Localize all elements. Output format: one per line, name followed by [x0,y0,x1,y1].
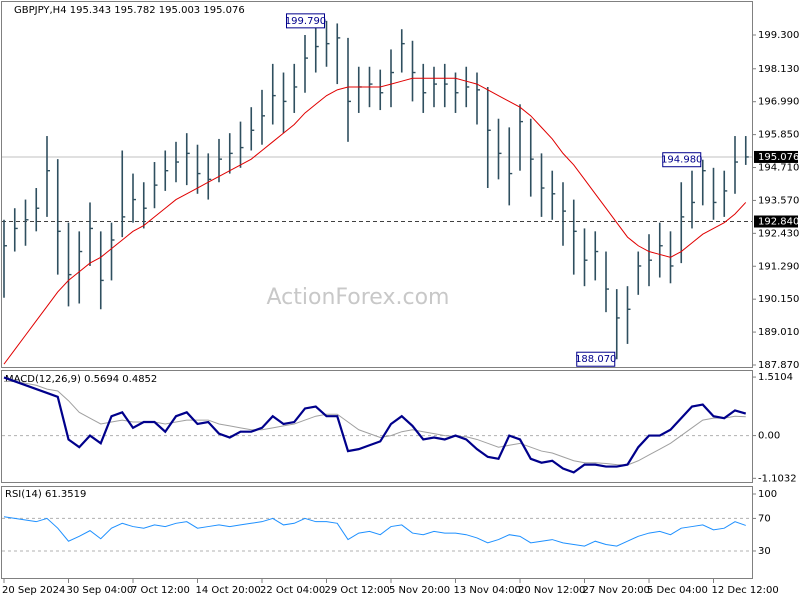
y-tick-label: 0.00 [758,431,780,442]
line [3,376,747,474]
y-tick-label: 70 [758,513,771,524]
price-label: 188.070 [575,354,616,365]
rsi-panel [1,486,753,579]
x-tick-label: 5 Dec 04:00 [647,585,708,596]
x-tick-label: 20 Nov 12:00 [518,585,585,596]
price-panel [1,1,753,368]
x-tick-label: 29 Oct 12:00 [325,585,390,596]
y-tick-label: 189.010 [758,327,799,338]
x-tick-label: 22 Oct 04:00 [260,585,325,596]
axis-price-box [754,150,798,163]
x-tick-label: 7 Oct 12:00 [131,585,190,596]
y-tick-label: -1.1032 [758,473,797,484]
x-tick-label: 27 Nov 20:00 [583,585,650,596]
y-tick-label: 187.870 [758,360,799,371]
axis-price-label: 192.840 [758,217,799,228]
price-label: 194.980 [661,155,702,166]
axis-price-box [754,215,798,228]
y-tick-label: 198.130 [758,64,799,75]
watermark: ActionForex.com [267,285,450,310]
x-tick-label: 20 Sep 2024 [2,585,65,596]
y-tick-label: 193.570 [758,195,799,206]
price-label: 199.790 [285,16,326,27]
macd-panel [1,370,753,483]
chart-title: GBPJPY,H4 195.343 195.782 195.003 195.07… [14,5,245,16]
line [3,516,746,547]
axis-price-label: 195.076 [758,152,799,163]
y-tick-label: 196.990 [758,97,799,108]
price-label-box [286,13,325,29]
x-tick-label: 14 Oct 20:00 [196,585,261,596]
x-tick-label: 12 Dec 12:00 [712,585,779,596]
y-tick-label: 1.5104 [758,372,793,383]
y-tick-label: 100 [758,489,777,500]
y-tick-label: 194.710 [758,163,799,174]
price-label-box [662,152,702,168]
line [3,77,747,365]
x-tick-label: 30 Sep 04:00 [67,585,134,596]
x-tick-label: 13 Nov 04:00 [454,585,521,596]
y-tick-label: 30 [758,546,771,557]
rsi-title: RSI(14) 61.3519 [5,489,86,500]
y-tick-label: 190.150 [758,294,799,305]
y-tick-label: 199.300 [758,30,799,41]
price-label-box [576,351,616,367]
y-tick-label: 191.290 [758,261,799,272]
macd-title: MACD(12,26,9) 0.5694 0.4852 [5,374,157,385]
y-tick-label: 192.430 [758,228,799,239]
y-tick-label: 195.850 [758,130,799,141]
x-tick-label: 5 Nov 20:00 [389,585,450,596]
